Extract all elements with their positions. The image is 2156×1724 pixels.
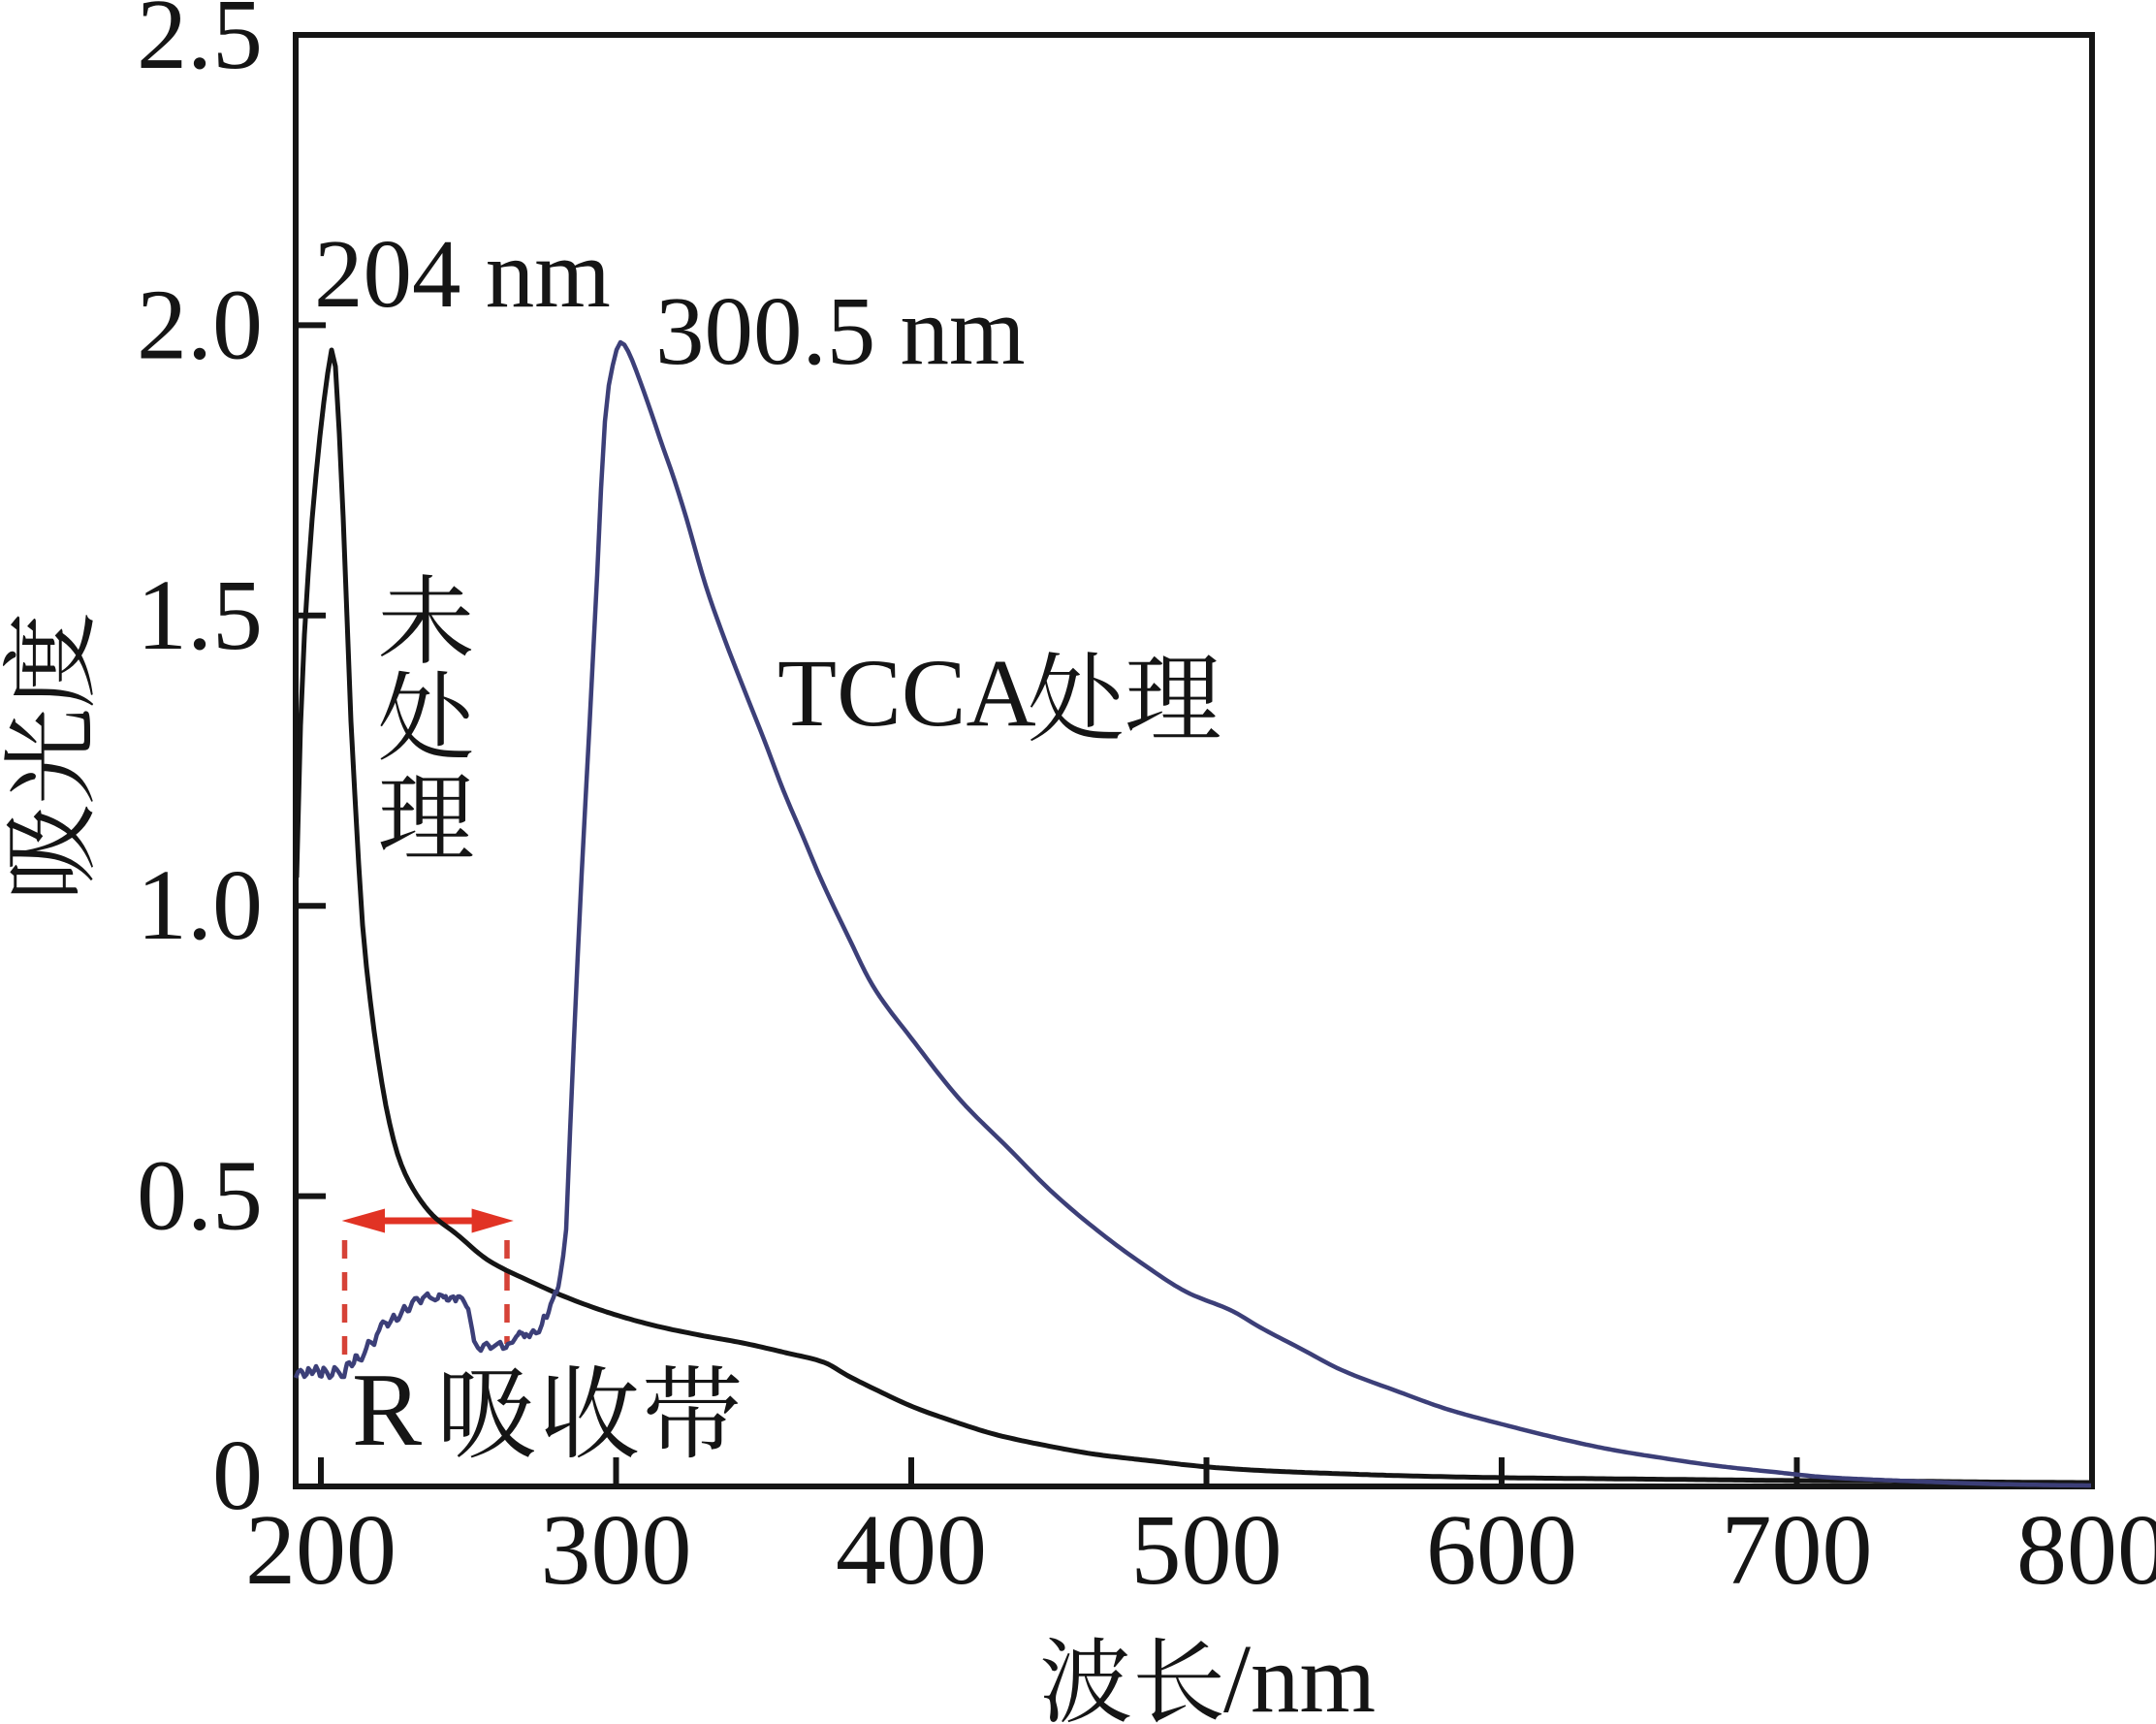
svg-text:500: 500 bbox=[1131, 1494, 1283, 1606]
svg-text:800: 800 bbox=[2016, 1494, 2156, 1606]
svg-text:1.5: 1.5 bbox=[137, 559, 263, 671]
svg-text:TCCA: TCCA bbox=[777, 639, 1036, 747]
svg-text:400: 400 bbox=[836, 1494, 987, 1606]
svg-text:1.0: 1.0 bbox=[137, 849, 263, 961]
svg-text:/nm: /nm bbox=[1223, 1624, 1376, 1724]
svg-text:700: 700 bbox=[1722, 1494, 1873, 1606]
svg-text:600: 600 bbox=[1426, 1494, 1577, 1606]
svg-text:300: 300 bbox=[541, 1494, 692, 1606]
svg-text:R: R bbox=[352, 1353, 422, 1468]
svg-text:300.5 nm: 300.5 nm bbox=[655, 276, 1026, 385]
svg-text:200: 200 bbox=[245, 1494, 396, 1606]
svg-text:204 nm: 204 nm bbox=[314, 219, 611, 328]
svg-text:2.5: 2.5 bbox=[137, 0, 263, 90]
svg-text:2.0: 2.0 bbox=[137, 269, 263, 380]
svg-text:0: 0 bbox=[212, 1420, 263, 1531]
svg-text:0.5: 0.5 bbox=[137, 1140, 263, 1252]
